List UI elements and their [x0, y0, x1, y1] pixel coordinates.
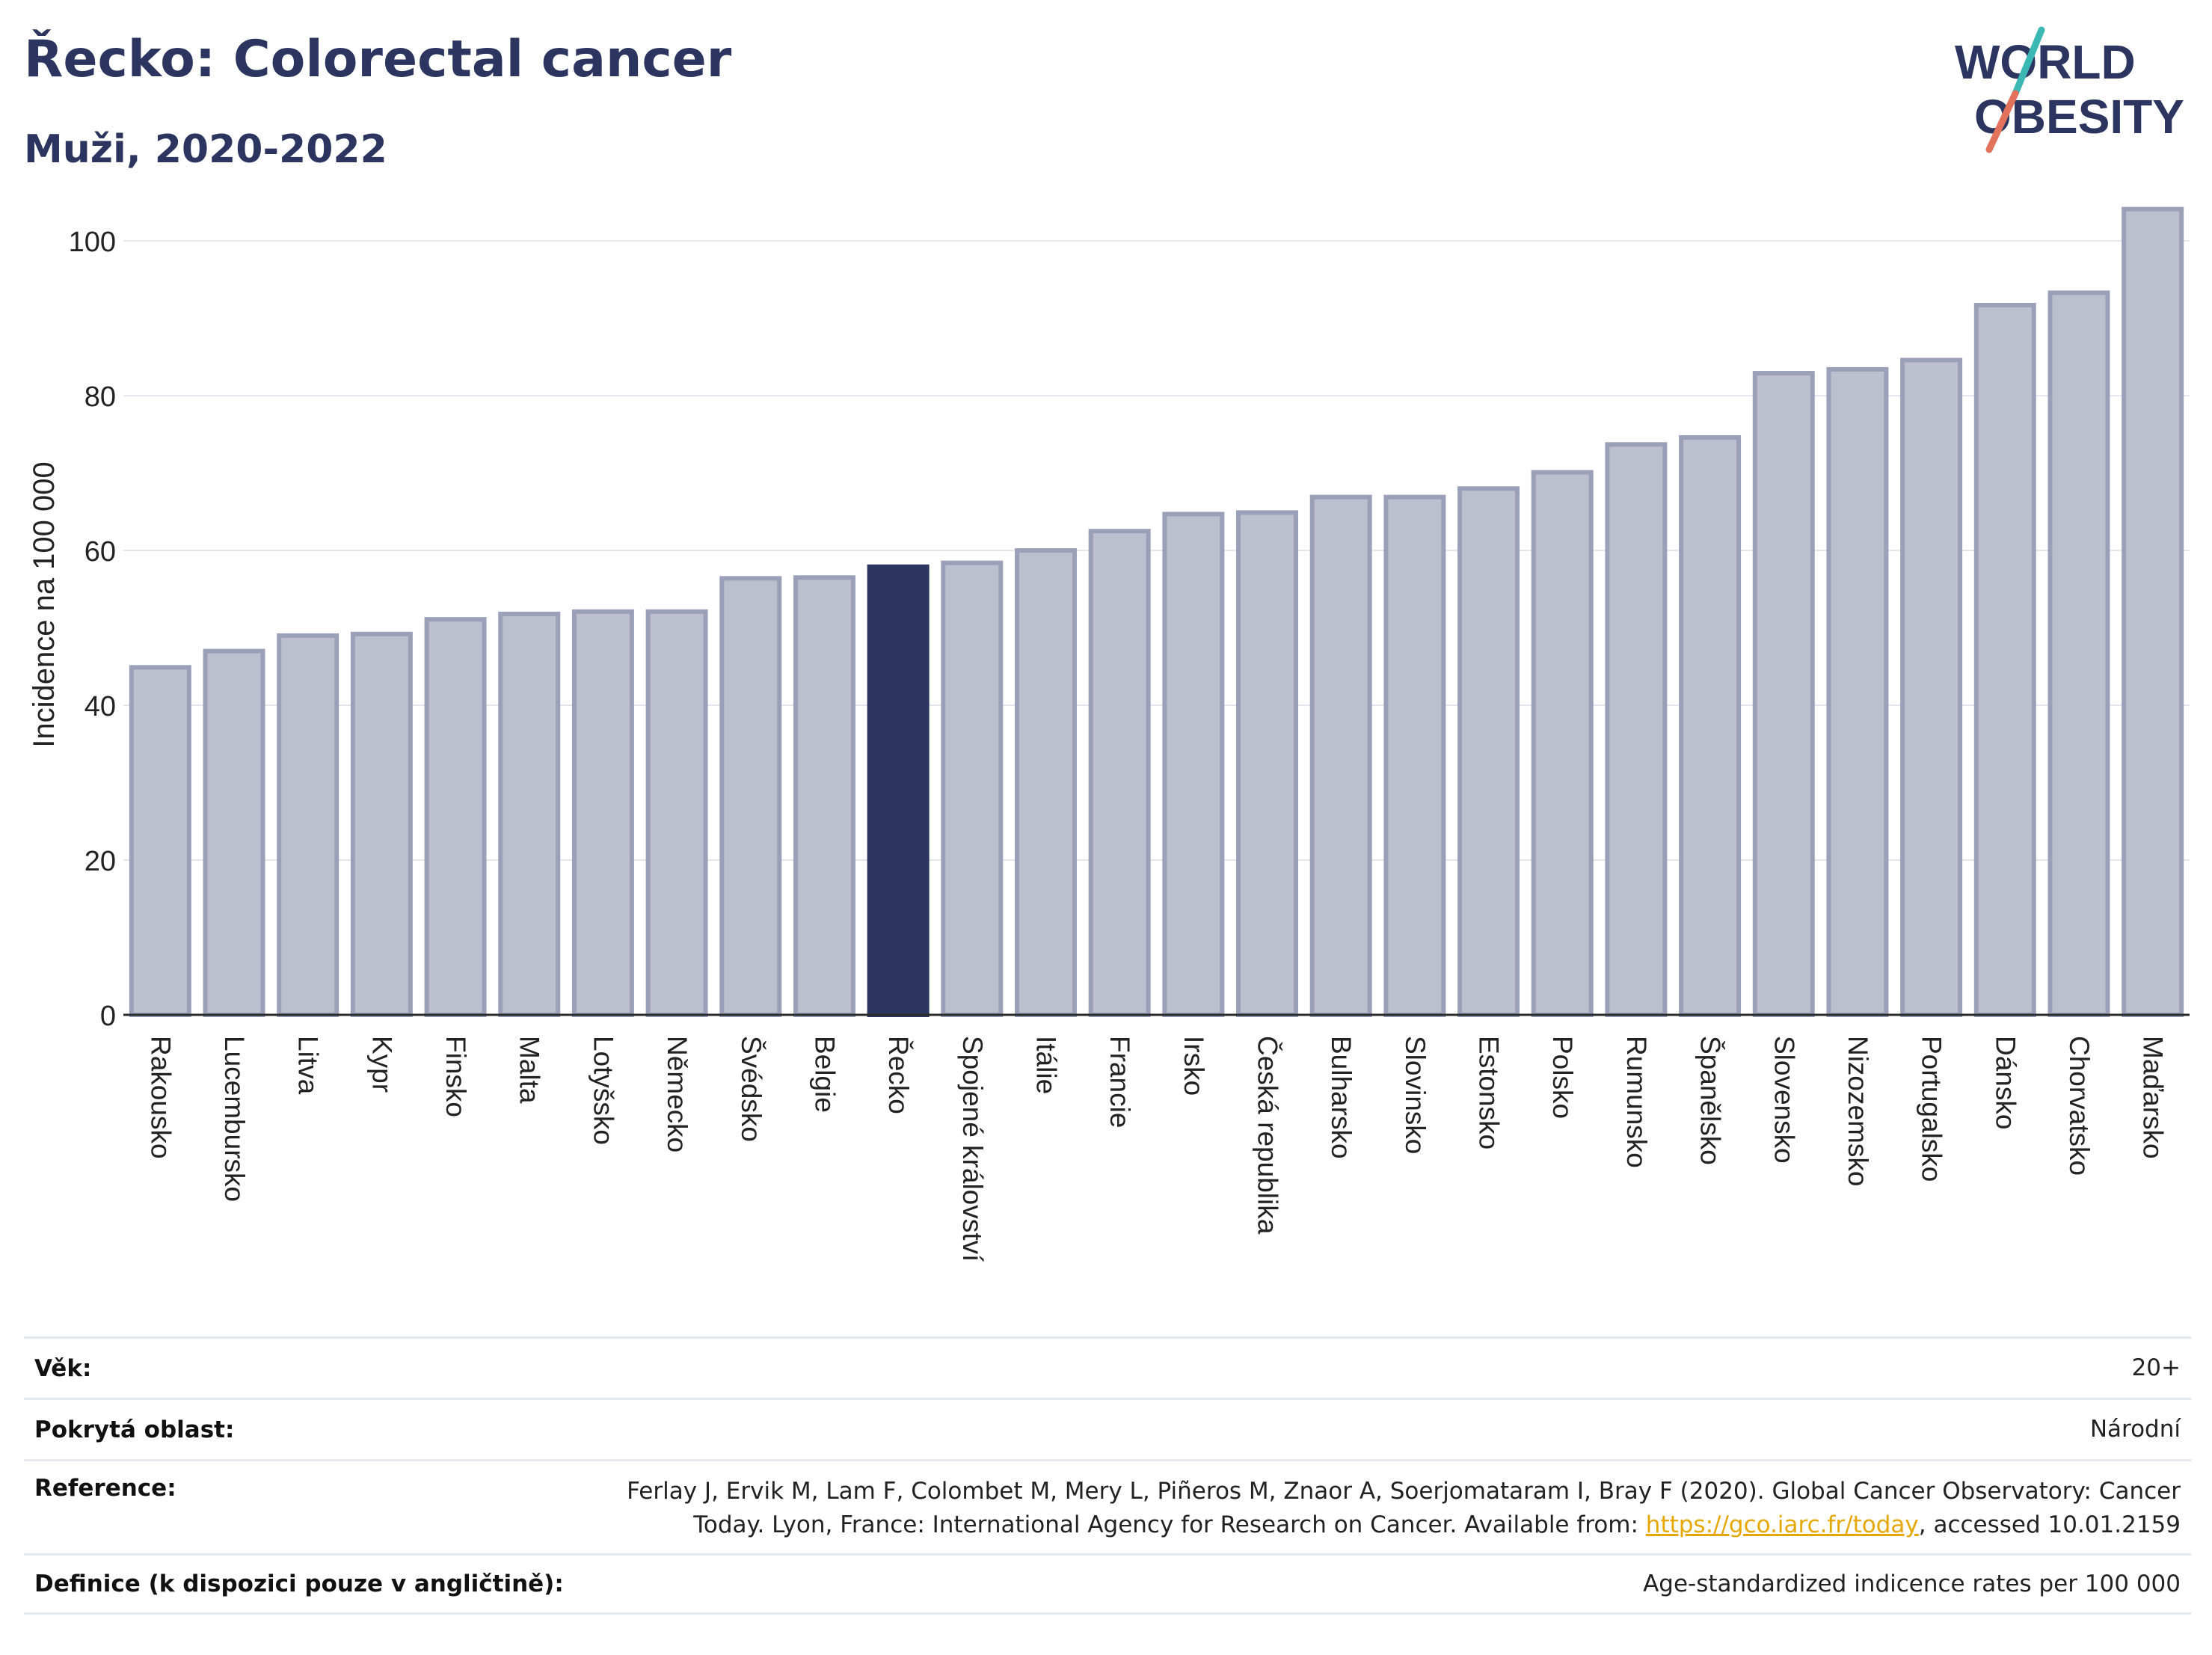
- chart-title: Řecko: Colorectal cancer: [24, 30, 732, 89]
- meta-row-coverage: Pokrytá oblast: Národní: [24, 1398, 2191, 1459]
- bar: [1162, 512, 1225, 1017]
- world-obesity-logo: WORLD OBESITY: [1944, 22, 2191, 157]
- bar: [498, 611, 561, 1017]
- x-tick-label: Francie: [1105, 1036, 1135, 1128]
- meta-row-definition: Definice (k dispozici pouze v angličtině…: [24, 1553, 2191, 1615]
- bar: [129, 665, 191, 1017]
- bar: [1605, 442, 1668, 1017]
- x-tick-label: Malta: [514, 1036, 545, 1104]
- bar: [645, 609, 708, 1017]
- x-tick-label: Rakousko: [145, 1036, 176, 1159]
- x-tick-label: Belgie: [809, 1036, 840, 1113]
- x-tick-label: Španělsko: [1695, 1036, 1726, 1165]
- x-tick-label: Portugalsko: [1917, 1036, 1947, 1182]
- bar-chart: 0 20 40 60 80 100 Rakousko Lucembursko Litva Kyp…: [28, 206, 2190, 1262]
- x-tick-label: Finsko: [440, 1036, 471, 1117]
- meta-coverage-label: Pokrytá oblast:: [34, 1416, 235, 1443]
- x-tick-label: Česká republika: [1253, 1036, 1283, 1235]
- x-tick-label: Řecko: [883, 1036, 914, 1114]
- bar: [1826, 366, 1889, 1017]
- meta-definition-value: Age-standardized indicence rates per 100…: [1643, 1570, 2181, 1597]
- y-axis-ticks: 0 20 40 60 80 100: [69, 227, 116, 1032]
- meta-reference-value: Ferlay J, Ervik M, Lam F, Colombet M, Me…: [627, 1475, 2181, 1542]
- reference-line2-post: , accessed 10.01.2159: [1918, 1511, 2181, 1538]
- x-tick-label: Slovinsko: [1400, 1036, 1431, 1154]
- x-tick-label: Polsko: [1547, 1036, 1578, 1119]
- bar: [1236, 510, 1299, 1017]
- x-tick-label: Německo: [662, 1036, 692, 1152]
- x-tick-label: Lucembursko: [219, 1036, 250, 1202]
- chart-subtitle: Muži, 2020-2022: [24, 127, 387, 172]
- x-tick-label: Rumunsko: [1621, 1036, 1652, 1168]
- meta-coverage-value: Národní: [2089, 1416, 2181, 1443]
- x-tick-label: Itálie: [1030, 1036, 1061, 1094]
- y-tick-label: 100: [69, 227, 116, 258]
- bar: [203, 648, 265, 1018]
- y-tick-label: 0: [100, 1001, 116, 1032]
- y-tick-label: 40: [85, 691, 116, 722]
- meta-definition-label: Definice (k dispozici pouze v angličtině…: [34, 1570, 564, 1597]
- bar: [1900, 357, 1963, 1018]
- meta-row-reference: Reference: Ferlay J, Ervik M, Lam F, Col…: [24, 1459, 2191, 1553]
- bar: [941, 560, 1004, 1017]
- metadata-table: Věk: 20+ Pokrytá oblast: Národní Referen…: [24, 1336, 2191, 1615]
- bar: [1973, 302, 2036, 1017]
- bar: [277, 633, 340, 1017]
- bar: [1457, 486, 1520, 1017]
- meta-reference-label: Reference:: [34, 1475, 176, 1502]
- logo-line1: WORLD: [1955, 35, 2136, 89]
- bar: [350, 631, 413, 1017]
- x-tick-label: Litva: [293, 1036, 324, 1095]
- bar: [2047, 290, 2110, 1017]
- meta-age-value: 20+: [2131, 1354, 2181, 1381]
- x-tick-label: Irsko: [1179, 1036, 1209, 1096]
- x-tick-label: Kypr: [366, 1036, 397, 1093]
- bars: [129, 206, 2184, 1018]
- x-tick-label: Švédsko: [736, 1036, 766, 1142]
- x-tick-label: Dánsko: [1990, 1036, 2021, 1129]
- bar: [1752, 371, 1815, 1017]
- y-tick-label: 20: [85, 846, 116, 877]
- x-tick-label: Nizozemsko: [1843, 1036, 1873, 1187]
- reference-link[interactable]: https://gco.iarc.fr/today: [1645, 1511, 1919, 1538]
- x-tick-label: Maďarsko: [2138, 1036, 2169, 1159]
- bar: [1679, 435, 1742, 1017]
- bar: [1014, 548, 1077, 1017]
- bar: [1531, 470, 1594, 1017]
- bar: [2122, 206, 2184, 1017]
- x-axis-labels: Rakousko Lucembursko Litva Kypr Finsko Malta L…: [145, 1036, 2168, 1262]
- x-tick-label: Lotyšsko: [588, 1036, 618, 1145]
- y-tick-label: 80: [85, 381, 116, 413]
- bar-highlight: [867, 564, 930, 1017]
- bar: [1088, 529, 1151, 1017]
- bar: [571, 609, 634, 1017]
- reference-line1: Ferlay J, Ervik M, Lam F, Colombet M, Me…: [627, 1478, 2181, 1505]
- x-tick-label: Slovensko: [1769, 1036, 1799, 1164]
- bar: [424, 617, 487, 1017]
- x-tick-label: Chorvatsko: [2064, 1036, 2095, 1176]
- y-axis-title: Incidence na 100 000: [28, 461, 61, 748]
- bar: [1383, 494, 1446, 1017]
- x-tick-label: Spojené království: [957, 1036, 988, 1262]
- reference-line2-pre: Today. Lyon, France: International Agenc…: [693, 1511, 1646, 1538]
- bar: [1309, 494, 1372, 1017]
- meta-age-label: Věk:: [34, 1354, 92, 1382]
- x-tick-label: Bulharsko: [1326, 1036, 1357, 1159]
- bar: [719, 576, 782, 1017]
- meta-row-age: Věk: 20+: [24, 1336, 2191, 1398]
- y-tick-label: 60: [85, 536, 116, 568]
- x-tick-label: Estonsko: [1474, 1036, 1505, 1149]
- bar: [793, 575, 855, 1017]
